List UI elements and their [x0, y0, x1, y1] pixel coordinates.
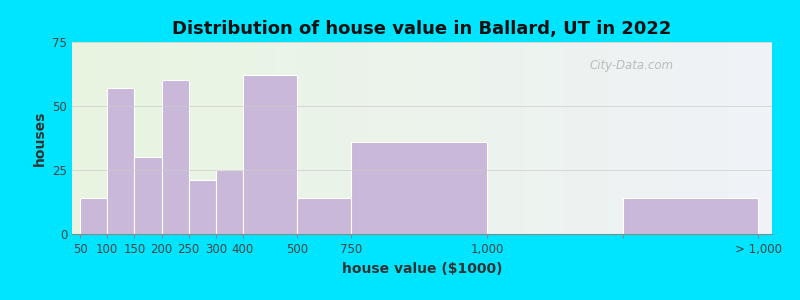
- Bar: [134, 157, 162, 234]
- Bar: [107, 88, 134, 234]
- X-axis label: house value ($1000): house value ($1000): [342, 262, 502, 276]
- Bar: [189, 180, 216, 234]
- Bar: [80, 198, 107, 234]
- Bar: [243, 75, 297, 234]
- Text: City-Data.com: City-Data.com: [590, 58, 674, 71]
- Bar: [622, 198, 758, 234]
- Bar: [351, 142, 487, 234]
- Y-axis label: houses: houses: [33, 110, 46, 166]
- Bar: [297, 198, 351, 234]
- Bar: [216, 170, 243, 234]
- Bar: [162, 80, 189, 234]
- Title: Distribution of house value in Ballard, UT in 2022: Distribution of house value in Ballard, …: [172, 20, 672, 38]
